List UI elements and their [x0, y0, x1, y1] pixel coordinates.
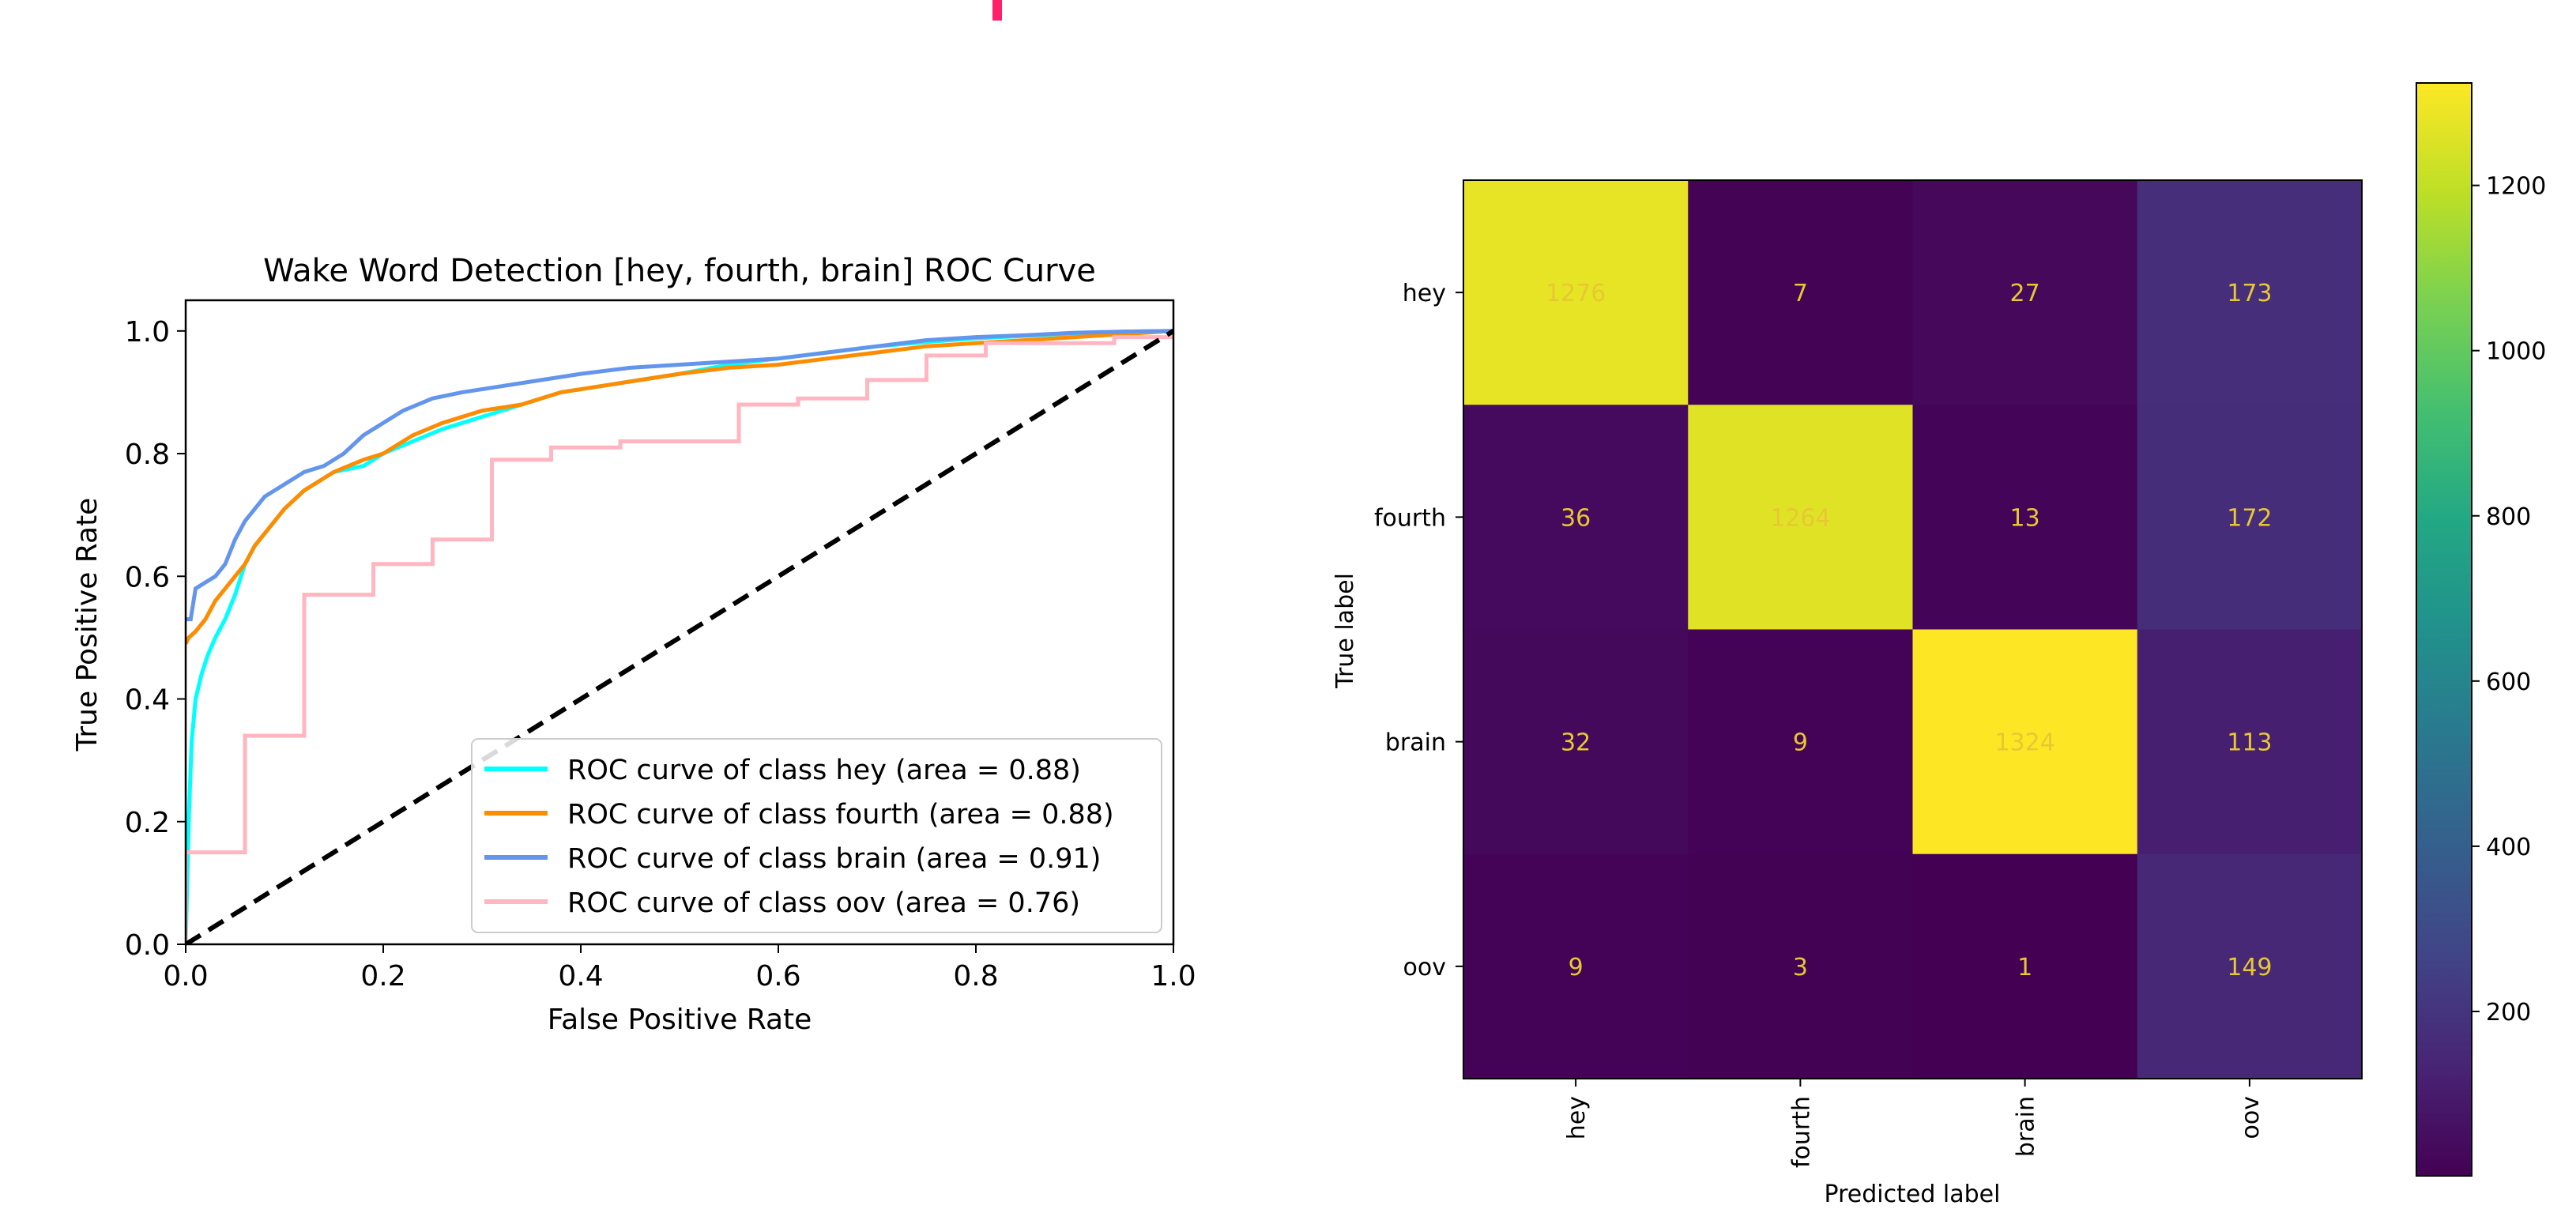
cm-cell: [1912, 405, 2138, 630]
roc-plot-area: [184, 299, 1175, 946]
cm-cell-value: 9: [1793, 729, 1808, 757]
cm-cell-value: 36: [1561, 504, 1591, 532]
roc-x-tick-label: 0.8: [953, 960, 998, 993]
colorbar-tick-label: 600: [2486, 669, 2531, 696]
roc-y-axis-label: True Positive Rate: [71, 498, 104, 752]
cm-cell: [1912, 629, 2138, 855]
cm-y-tick-label: hey: [1403, 280, 1446, 307]
cm-cell: [1688, 405, 1913, 630]
cm-x-axis-label: Predicted label: [1825, 1181, 2001, 1208]
confusion-matrix-chart: 1276 7 27 173 36 1264 13 172 32 9 1324 113 9 3 1 149 he…: [1331, 82, 2546, 1208]
cm-cell-value: 27: [2010, 280, 2040, 307]
cm-cell-value: 1: [2017, 954, 2032, 981]
cm-y-axis-label: True label: [1331, 573, 1359, 689]
roc-y-tick-label: 1.0: [125, 316, 170, 348]
cm-cell: [1688, 180, 1913, 405]
roc-x-tick-label: 0.4: [558, 960, 603, 993]
cm-cell: [1463, 853, 1689, 1079]
cm-cell-value: 3: [1793, 954, 1808, 981]
cm-x-tick-label: oov: [2237, 1096, 2265, 1139]
cm-cell-value: 1324: [1994, 729, 2054, 757]
cm-y-tick-label: oov: [1403, 954, 1446, 981]
roc-series-line: [186, 330, 1173, 944]
roc-x-tick-label: 0.2: [360, 960, 405, 993]
roc-legend: ROC curve of class hey (area = 0.88) ROC …: [471, 738, 1162, 933]
cm-cell: [1912, 853, 2138, 1079]
roc-x-tick-label: 0.0: [163, 960, 208, 993]
cm-cell-value: 172: [2227, 504, 2272, 532]
roc-y-tick-label: 0.8: [125, 439, 170, 471]
colorbar-gradient: [2416, 82, 2472, 1177]
colorbar-tick-label: 1200: [2486, 173, 2546, 201]
legend-label: ROC curve of class brain (area = 0.91): [567, 843, 1101, 875]
roc-axes-frame: [184, 299, 1175, 946]
cm-cell-value: 1264: [1770, 504, 1830, 532]
cm-cell-value: 32: [1561, 729, 1591, 757]
cm-cell: [1912, 180, 2138, 405]
cm-axes-frame: [1463, 179, 2363, 1079]
colorbar-tick-label: 1000: [2486, 338, 2546, 366]
cm-cell: [2137, 853, 2363, 1079]
cm-cell: [1463, 180, 1689, 405]
cm-cell: [1463, 405, 1689, 630]
colorbar-tick-label: 800: [2486, 503, 2531, 531]
colorbar-tick-label: 200: [2486, 999, 2531, 1026]
cm-cell-value: 9: [1569, 954, 1584, 981]
chance-line: [186, 329, 1173, 944]
roc-y-tick-label: 0.6: [125, 561, 170, 593]
roc-x-tick-label: 0.6: [755, 960, 800, 993]
roc-series-line: [186, 329, 1173, 622]
cm-x-tick-label: fourth: [1787, 1096, 1815, 1168]
cm-cell: [2137, 405, 2363, 630]
legend-label: ROC curve of class oov (area = 0.76): [567, 887, 1080, 919]
cm-cell: [1688, 629, 1913, 855]
colorbar: 200 400 600 800 1000 1200: [2416, 82, 2546, 1177]
cm-cell-value: 113: [2227, 729, 2272, 757]
cm-cell-value: 7: [1793, 280, 1808, 307]
roc-chart: Wake Word Detection [hey, fourth, brain]…: [71, 253, 1196, 1036]
cm-cell: [2137, 180, 2363, 405]
roc-x-tick-label: 1.0: [1151, 960, 1196, 993]
top-marker: [992, 0, 1002, 21]
roc-title: Wake Word Detection [hey, fourth, brain]…: [263, 253, 1096, 289]
cm-cell: [2137, 629, 2363, 855]
roc-series-line: [186, 329, 1173, 645]
cm-x-tick-label: hey: [1563, 1096, 1591, 1139]
cm-cell-value: 1276: [1546, 280, 1606, 307]
cm-y-tick-label: brain: [1385, 729, 1446, 757]
cm-cell-value: 13: [2010, 504, 2040, 532]
cm-y-tick-label: fourth: [1374, 504, 1446, 532]
roc-y-tick-label: 0.0: [125, 929, 170, 962]
roc-x-axis-label: False Positive Rate: [548, 1004, 812, 1036]
roc-y-tick-label: 0.4: [125, 684, 170, 717]
cm-x-tick-label: brain: [2013, 1096, 2040, 1157]
legend-label: ROC curve of class fourth (area = 0.88): [567, 799, 1114, 831]
cm-cell: [1463, 629, 1689, 855]
legend-label: ROC curve of class hey (area = 0.88): [567, 755, 1081, 786]
cm-cell-value: 173: [2227, 280, 2272, 307]
colorbar-tick-label: 400: [2486, 834, 2531, 861]
roc-y-tick-label: 0.2: [125, 807, 170, 839]
cm-cell-value: 149: [2227, 954, 2272, 981]
legend-frame: [471, 738, 1162, 933]
cm-cell: [1688, 853, 1913, 1079]
